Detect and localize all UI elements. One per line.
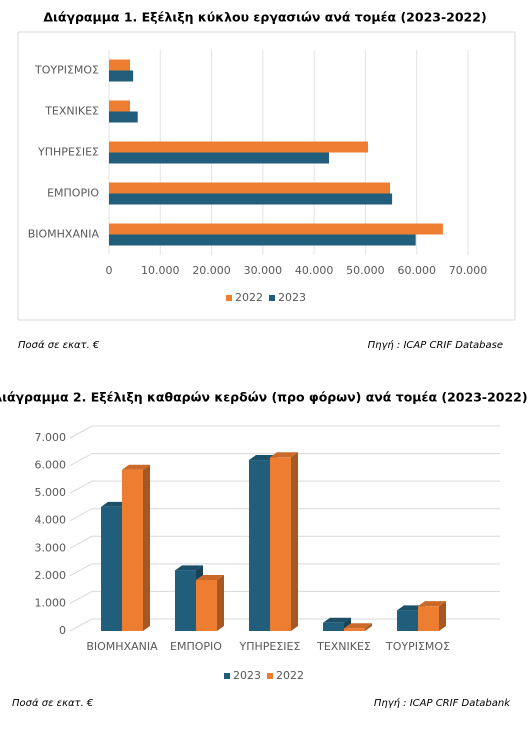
y-tick-label: 7.000 — [35, 431, 67, 444]
units-note: Ποσά σε εκατ. € — [18, 339, 100, 351]
legend-label: 2022 — [276, 669, 304, 682]
legend-swatch — [224, 673, 230, 679]
bar-top — [323, 617, 351, 623]
x-tick-label: 60.000 — [397, 264, 436, 277]
bar — [109, 141, 368, 153]
y-tick-label: 4.000 — [35, 514, 67, 527]
bar-top — [175, 565, 203, 571]
y-tick-label: 5.000 — [35, 486, 67, 499]
y-tick-label: 1.000 — [35, 596, 67, 609]
bar-side — [291, 452, 298, 631]
bar — [196, 579, 217, 631]
bar — [109, 59, 131, 71]
grid-line — [69, 425, 500, 439]
bar-side — [439, 601, 446, 631]
y-tick-label: ΕΜΠΟΡΙΟ — [47, 187, 99, 200]
chart-title: Διάγραμμα 2. Εξέλιξη καθαρών κερδών (προ… — [0, 390, 528, 405]
legend-label: 2023 — [278, 291, 306, 304]
y-tick-label: ΥΠΗΡΕΣΙΕΣ — [37, 146, 99, 159]
x-tick-label: 30.000 — [244, 264, 283, 277]
bar — [249, 460, 270, 631]
y-tick-label: ΤΕΧΝΙΚΕΣ — [44, 105, 99, 118]
bar — [175, 570, 196, 631]
bar — [270, 457, 291, 631]
grid-line — [69, 453, 500, 467]
bar — [109, 70, 134, 82]
x-tick-label: 50.000 — [346, 264, 385, 277]
y-tick-label: 0 — [59, 624, 66, 637]
chart-title: Διάγραμμα 1. Εξέλιξη κύκλου εργασιών ανά… — [43, 10, 486, 25]
bar — [397, 610, 418, 631]
bar-top — [344, 623, 372, 629]
source-note: Πηγή : ICAP CRIF Database — [368, 339, 503, 351]
grid-line — [69, 618, 500, 632]
legend-swatch — [267, 673, 273, 679]
x-tick-label: 20.000 — [192, 264, 231, 277]
bar-top — [196, 574, 224, 580]
grid-line — [69, 590, 500, 604]
legend-swatch — [226, 295, 232, 301]
bar-top — [270, 452, 298, 458]
bar — [109, 234, 416, 246]
bar — [101, 506, 122, 631]
bar — [122, 469, 143, 631]
x-tick-label: 0 — [106, 264, 113, 277]
bar — [344, 628, 365, 631]
source-note: Πηγή : ICAP CRIF Databank — [374, 697, 511, 709]
x-tick-label: ΤΟΥΡΙΣΜΟΣ — [385, 640, 450, 653]
bar-side — [365, 623, 372, 631]
grid-line — [69, 535, 500, 549]
bar — [323, 622, 344, 631]
x-tick-label: ΕΜΠΟΡΙΟ — [170, 640, 222, 653]
legend-label: 2022 — [235, 291, 263, 304]
units-note: Ποσά σε εκατ. € — [12, 697, 94, 709]
bar — [109, 182, 391, 194]
grid-line — [69, 480, 500, 494]
y-tick-label: 3.000 — [35, 541, 67, 554]
x-tick-label: 40.000 — [295, 264, 334, 277]
x-tick-label: 10.000 — [141, 264, 180, 277]
y-tick-label: ΤΟΥΡΙΣΜΟΣ — [34, 64, 99, 77]
x-tick-label: ΥΠΗΡΕΣΙΕΣ — [239, 640, 301, 653]
bar — [109, 223, 443, 235]
grid-line — [69, 508, 500, 522]
bar — [109, 152, 330, 164]
bar — [109, 100, 131, 112]
legend-swatch — [269, 295, 275, 301]
bar-top — [122, 464, 150, 470]
bar-side — [217, 574, 224, 631]
bar — [109, 193, 393, 205]
y-tick-label: ΒΙΟΜΗΧΑΝΙΑ — [28, 228, 100, 241]
x-tick-label: 70.000 — [449, 264, 488, 277]
chart-frame — [17, 31, 516, 321]
x-tick-label: ΒΙΟΜΗΧΑΝΙΑ — [86, 640, 158, 653]
y-tick-label: 6.000 — [35, 459, 67, 472]
bar-top — [418, 601, 446, 607]
grid-line — [69, 563, 500, 577]
bar — [109, 111, 138, 123]
x-tick-label: ΤΕΧΝΙΚΕΣ — [316, 640, 371, 653]
bar — [418, 606, 439, 631]
legend-label: 2023 — [233, 669, 261, 682]
y-tick-label: 2.000 — [35, 569, 67, 582]
bar-side — [143, 464, 150, 631]
